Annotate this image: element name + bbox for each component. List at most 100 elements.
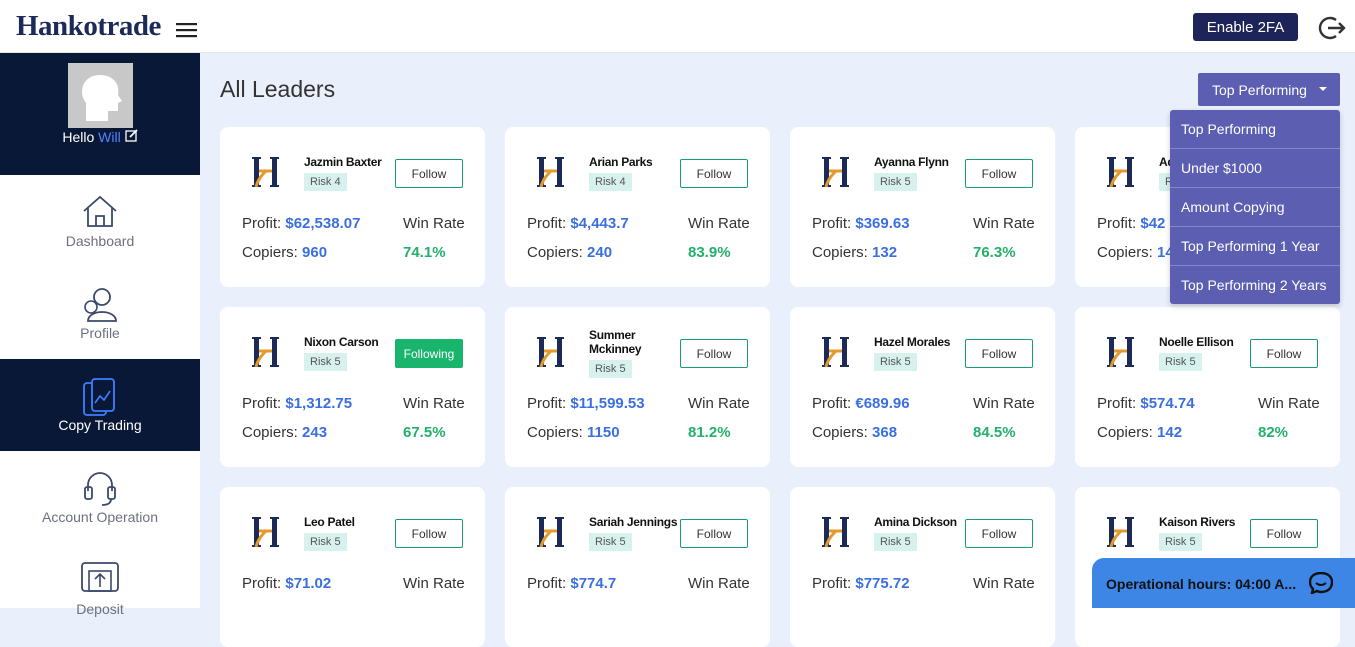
risk-badge: Risk 5 xyxy=(1159,353,1202,371)
leader-info: Hazel Morales Risk 5 xyxy=(874,327,964,379)
copiers-row: Copiers: 243 xyxy=(242,424,327,441)
copiers-value: 14 xyxy=(1157,244,1174,261)
nav-label: Copy Trading xyxy=(58,417,142,433)
enable-2fa-button[interactable]: Enable 2FA xyxy=(1193,13,1298,41)
profit-row: Profit: $369.63 xyxy=(812,215,910,232)
leader-info: Amina Dickson Risk 5 xyxy=(874,507,964,559)
profit-row: Profit: $1,312.75 xyxy=(242,395,352,412)
dashboard-icon xyxy=(83,195,117,227)
leader-name[interactable]: Jazmin Baxter xyxy=(304,155,382,169)
follow-button[interactable]: Follow xyxy=(680,339,748,368)
leader-name[interactable]: Leo Patel xyxy=(304,515,355,529)
sort-option[interactable]: Under $1000 xyxy=(1170,149,1340,188)
brand[interactable]: Hankotrade xyxy=(16,10,161,42)
leader-info: Arian Parks Risk 4 xyxy=(589,147,679,199)
follow-button[interactable]: Follow xyxy=(965,519,1033,548)
leader-info: Summer Mckinney Risk 5 xyxy=(589,327,679,379)
follow-button[interactable]: Follow xyxy=(1250,519,1318,548)
edit-icon[interactable] xyxy=(124,129,138,142)
copiers-label: Copiers: xyxy=(527,244,583,261)
risk-badge: Risk 4 xyxy=(589,173,632,191)
profit-value: $774.7 xyxy=(570,575,617,592)
copiers-row: Copiers: 132 xyxy=(812,244,897,261)
leader-logo xyxy=(252,337,279,367)
profit-label: Profit: xyxy=(812,575,852,592)
follow-button[interactable]: Follow xyxy=(1250,339,1318,368)
leader-name[interactable]: Amina Dickson xyxy=(874,515,957,529)
leader-name[interactable]: Hazel Morales xyxy=(874,335,951,349)
sort-option[interactable]: Amount Copying xyxy=(1170,188,1340,227)
risk-badge: Risk 4 xyxy=(304,173,347,191)
profit-label: Profit: xyxy=(527,395,567,412)
nav-item[interactable]: Profile xyxy=(0,267,200,359)
sort-option[interactable]: Top Performing xyxy=(1170,110,1340,149)
profit-label: Profit: xyxy=(812,395,852,412)
leader-name[interactable]: Summer Mckinney xyxy=(589,328,642,356)
leader-card: Arian Parks Risk 4 Follow Profit: $4,443.7 W… xyxy=(505,127,770,287)
menu-icon[interactable] xyxy=(176,22,198,38)
nav-item[interactable]: Account Operation xyxy=(0,451,200,543)
leader-name[interactable]: Nixon Carson xyxy=(304,335,379,349)
sort-dropdown-button[interactable]: Top Performing xyxy=(1198,73,1340,106)
leader-name[interactable]: Sariah Jennings xyxy=(589,515,678,529)
copiers-row: Copiers: 240 xyxy=(527,244,612,261)
win-rate-label: Win Rate xyxy=(973,215,1035,232)
win-rate-value: 81.2% xyxy=(688,424,731,441)
risk-badge: Risk 5 xyxy=(874,353,917,371)
profit-value: $4,443.7 xyxy=(570,215,629,232)
leader-logo xyxy=(252,517,279,547)
sort-option[interactable]: Top Performing 1 Year xyxy=(1170,227,1340,266)
leader-logo xyxy=(1107,337,1134,367)
leader-card: Leo Patel Risk 5 Follow Profit: $71.02 Win R… xyxy=(220,487,485,647)
nav-item[interactable]: Copy Trading xyxy=(0,359,200,451)
leader-logo xyxy=(1107,157,1134,187)
profit-label: Profit: xyxy=(242,575,282,592)
profile-box: Hello Will xyxy=(0,53,200,175)
risk-badge: Risk 5 xyxy=(589,360,632,378)
follow-button[interactable]: Follow xyxy=(395,159,463,188)
nav-item[interactable]: Deposit xyxy=(0,543,200,635)
sort-menu: Top Performing Under $1000 Amount Copying T… xyxy=(1170,110,1340,304)
page-title: All Leaders xyxy=(220,76,336,102)
leader-info: Noelle Ellison Risk 5 xyxy=(1159,327,1249,379)
follow-button[interactable]: Follow xyxy=(680,519,748,548)
sort-option[interactable]: Top Performing 2 Years xyxy=(1181,277,1327,293)
nav-label: Deposit xyxy=(76,601,124,617)
user-name[interactable]: Will xyxy=(98,129,121,145)
chat-widget[interactable]: Operational hours: 04:00 A... xyxy=(1092,558,1355,608)
copiers-label: Copiers: xyxy=(242,424,298,441)
win-rate-value: 82% xyxy=(1258,424,1289,441)
leader-name[interactable]: Kaison Rivers xyxy=(1159,515,1236,529)
logout-icon[interactable] xyxy=(1318,15,1346,41)
profit-label: Profit: xyxy=(242,215,282,232)
leader-name[interactable]: Noelle Ellison xyxy=(1159,335,1234,349)
follow-button[interactable]: Follow xyxy=(965,339,1033,368)
leader-logo xyxy=(537,157,564,187)
copy-trading-icon xyxy=(83,378,115,416)
profit-label: Profit: xyxy=(527,575,567,592)
copiers-label: Copiers: xyxy=(1097,244,1153,261)
risk-badge: Risk 5 xyxy=(1159,533,1202,551)
follow-button[interactable]: Follow xyxy=(965,159,1033,188)
follow-button[interactable]: Follow xyxy=(680,159,748,188)
profit-label: Profit: xyxy=(1097,395,1137,412)
win-rate-label: Win Rate xyxy=(688,575,750,592)
follow-button[interactable]: Follow xyxy=(395,519,463,548)
nav-item[interactable]: Dashboard xyxy=(0,175,200,267)
profit-row: Profit: $62,538.07 xyxy=(242,215,360,232)
win-rate-value: 83.9% xyxy=(688,244,731,261)
profit-label: Profit: xyxy=(812,215,852,232)
win-rate-label: Win Rate xyxy=(403,215,465,232)
copiers-value: 240 xyxy=(587,244,613,261)
leader-card: Noelle Ellison Risk 5 Follow Profit: $574.7… xyxy=(1075,307,1340,467)
leader-info: Nixon Carson Risk 5 xyxy=(304,327,394,379)
leader-card: Jazmin Baxter Risk 4 Follow Profit: $62,538… xyxy=(220,127,485,287)
profit-row: Profit: €689.96 xyxy=(812,395,910,412)
risk-badge: Risk 5 xyxy=(304,533,347,551)
copiers-row: Copiers: 1150 xyxy=(527,424,620,441)
follow-button[interactable]: Following xyxy=(395,339,463,368)
leader-card: Amina Dickson Risk 5 Follow Profit: $775.72… xyxy=(790,487,1055,647)
profile-icon xyxy=(84,288,117,322)
leader-name[interactable]: Arian Parks xyxy=(589,155,653,169)
leader-name[interactable]: Ayanna Flynn xyxy=(874,155,949,169)
